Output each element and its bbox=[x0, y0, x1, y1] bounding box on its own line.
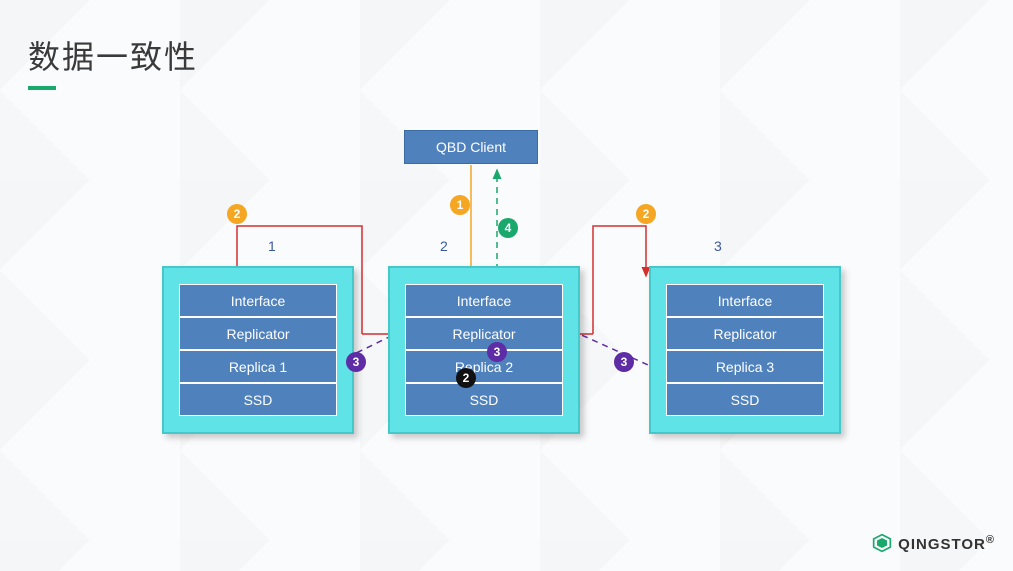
qbd-client-box: QBD Client bbox=[404, 130, 538, 164]
logo-icon bbox=[872, 533, 892, 553]
node-2-layer-0: Interface bbox=[405, 284, 563, 317]
diagram-stage: QBD Client InterfaceReplicatorReplica 1S… bbox=[0, 0, 1013, 571]
brand-logo: QINGSTOR® bbox=[872, 533, 995, 553]
node-2-layer-1: Replicator bbox=[405, 317, 563, 350]
node-1-layer-2: Replica 1 bbox=[179, 350, 337, 383]
step-badge-7: 2 bbox=[456, 368, 476, 388]
step-badge-2: 2 bbox=[636, 204, 656, 224]
node-2-layer-3: SSD bbox=[405, 383, 563, 416]
node-1-layer-0: Interface bbox=[179, 284, 337, 317]
node-label-1: 1 bbox=[268, 238, 276, 254]
node-2-layer-2: Replica 2 bbox=[405, 350, 563, 383]
node-3-layer-3: SSD bbox=[666, 383, 824, 416]
step-badge-4: 3 bbox=[346, 352, 366, 372]
node-label-3: 3 bbox=[714, 238, 722, 254]
step-badge-0: 1 bbox=[450, 195, 470, 215]
node-label-2: 2 bbox=[440, 238, 448, 254]
node-3-layer-0: Interface bbox=[666, 284, 824, 317]
node-3-layer-1: Replicator bbox=[666, 317, 824, 350]
logo-text: QINGSTOR® bbox=[898, 534, 995, 553]
step-badge-1: 2 bbox=[227, 204, 247, 224]
node-1-layer-3: SSD bbox=[179, 383, 337, 416]
step-badge-6: 3 bbox=[614, 352, 634, 372]
node-3: InterfaceReplicatorReplica 3SSD bbox=[649, 266, 841, 434]
step-badge-5: 3 bbox=[487, 342, 507, 362]
node-3-layer-2: Replica 3 bbox=[666, 350, 824, 383]
node-1: InterfaceReplicatorReplica 1SSD bbox=[162, 266, 354, 434]
node-2: InterfaceReplicatorReplica 2SSD bbox=[388, 266, 580, 434]
step-badge-3: 4 bbox=[498, 218, 518, 238]
node-1-layer-1: Replicator bbox=[179, 317, 337, 350]
